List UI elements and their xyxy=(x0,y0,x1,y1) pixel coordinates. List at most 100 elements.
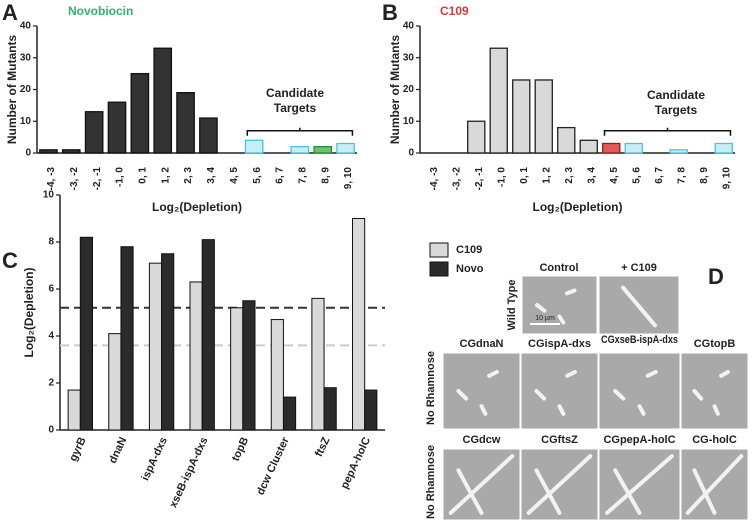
bar xyxy=(61,149,81,154)
x-tick-label: -4, -3 xyxy=(429,167,440,191)
bracket xyxy=(246,127,354,136)
x-tick-label: 7, 8 xyxy=(297,167,308,184)
x-tick-label: -3, -2 xyxy=(451,167,462,191)
x-tick-label: 8, 9 xyxy=(320,167,331,184)
bar xyxy=(579,139,598,154)
x-tick-label: 9, 10 xyxy=(343,167,354,190)
cell xyxy=(719,370,730,378)
x-tick-label: -2, -1 xyxy=(474,167,485,191)
panel-label: D xyxy=(708,264,724,289)
x-axis-label: Log₂(Depletion) xyxy=(152,200,242,214)
cell xyxy=(621,285,657,328)
annotation: Candidate xyxy=(266,86,324,100)
bar xyxy=(669,149,688,154)
column-title: + C109 xyxy=(621,262,657,274)
strain-label: CGtopB xyxy=(694,338,736,350)
cell xyxy=(565,370,577,378)
row-label: Wild Type xyxy=(506,279,518,330)
bar xyxy=(67,389,81,431)
y-tick-label: 0 xyxy=(48,425,54,436)
bar xyxy=(557,126,576,154)
panel-label: B xyxy=(382,0,398,25)
bar xyxy=(108,333,122,431)
bar xyxy=(270,319,284,431)
x-tick-label: gyrB xyxy=(67,435,88,463)
y-tick-label: 4 xyxy=(48,331,54,342)
cell xyxy=(456,389,469,401)
x-axis-label: Log₂(Depletion) xyxy=(533,200,623,214)
y-tick-label: 40 xyxy=(20,21,32,32)
cell xyxy=(613,389,626,401)
bar xyxy=(323,387,337,431)
x-tick-label: 5, 6 xyxy=(252,167,263,184)
x-tick-label: 7, 8 xyxy=(676,167,687,184)
x-tick-label: dnaN xyxy=(107,435,130,465)
row-label: No Rhamnose xyxy=(425,351,437,425)
x-tick-label: -3, -2 xyxy=(69,167,80,191)
x-tick-label: 5, 6 xyxy=(631,167,642,184)
bar xyxy=(467,120,486,154)
x-tick-label: 1, 2 xyxy=(160,167,171,184)
cell xyxy=(692,468,717,515)
bar xyxy=(189,281,203,431)
legend-swatch xyxy=(429,261,449,277)
x-tick-label: topB xyxy=(230,435,251,463)
cell xyxy=(613,468,642,515)
cell xyxy=(526,454,593,515)
bar xyxy=(161,253,175,431)
x-tick-label: 6, 7 xyxy=(275,167,286,184)
bar xyxy=(242,300,256,431)
bar xyxy=(534,79,553,154)
bar xyxy=(176,92,195,154)
bar xyxy=(352,218,366,431)
micrograph xyxy=(520,352,599,430)
bar xyxy=(39,149,58,154)
bar xyxy=(148,262,163,431)
panel-label: A xyxy=(2,0,18,25)
cell xyxy=(712,404,720,416)
bar xyxy=(624,142,643,154)
cell xyxy=(479,404,488,416)
y-tick-label: 30 xyxy=(20,52,32,63)
strain-label: CG-holC xyxy=(692,434,737,446)
bar xyxy=(512,79,531,154)
y-tick-label: 0 xyxy=(25,148,31,159)
y-tick-label: 10 xyxy=(403,116,415,127)
x-tick-label: pepA-holC xyxy=(339,435,373,491)
cell xyxy=(557,404,566,416)
cell xyxy=(456,468,484,515)
y-tick-label: 30 xyxy=(403,52,415,63)
cell xyxy=(565,288,577,296)
bar xyxy=(120,246,134,431)
bar xyxy=(199,117,218,154)
scale-bar-label: 10 µm xyxy=(535,315,555,322)
y-tick-label: 2 xyxy=(48,378,54,389)
bar xyxy=(130,72,150,154)
x-tick-label: ftsZ xyxy=(313,435,333,459)
cell xyxy=(534,468,562,515)
y-tick-label: 20 xyxy=(403,84,415,95)
bar xyxy=(84,111,104,154)
panel-label: C xyxy=(2,248,18,273)
x-tick-label: 2, 3 xyxy=(183,167,194,184)
micrograph xyxy=(598,352,681,430)
y-axis-label: Log₂(Depletion) xyxy=(22,268,36,358)
bar xyxy=(230,307,244,431)
x-tick-label: 3, 4 xyxy=(586,167,597,184)
bar xyxy=(282,396,297,431)
row-label: No Rhamnose xyxy=(425,445,437,519)
y-tick-label: 40 xyxy=(403,21,415,32)
bar xyxy=(489,47,508,154)
strain-label: CGispA-dxs xyxy=(528,338,591,350)
y-axis-label: Number of Mutants xyxy=(5,35,19,145)
x-tick-label: -2, -1 xyxy=(92,167,103,191)
strain-label: CGpepA-holC xyxy=(603,434,675,446)
cell xyxy=(692,389,704,401)
cell xyxy=(685,454,744,515)
y-tick-label: 6 xyxy=(48,284,54,295)
x-tick-label: 9, 10 xyxy=(721,167,732,190)
micrograph xyxy=(680,352,749,430)
bar xyxy=(602,142,621,154)
cell xyxy=(605,454,674,515)
